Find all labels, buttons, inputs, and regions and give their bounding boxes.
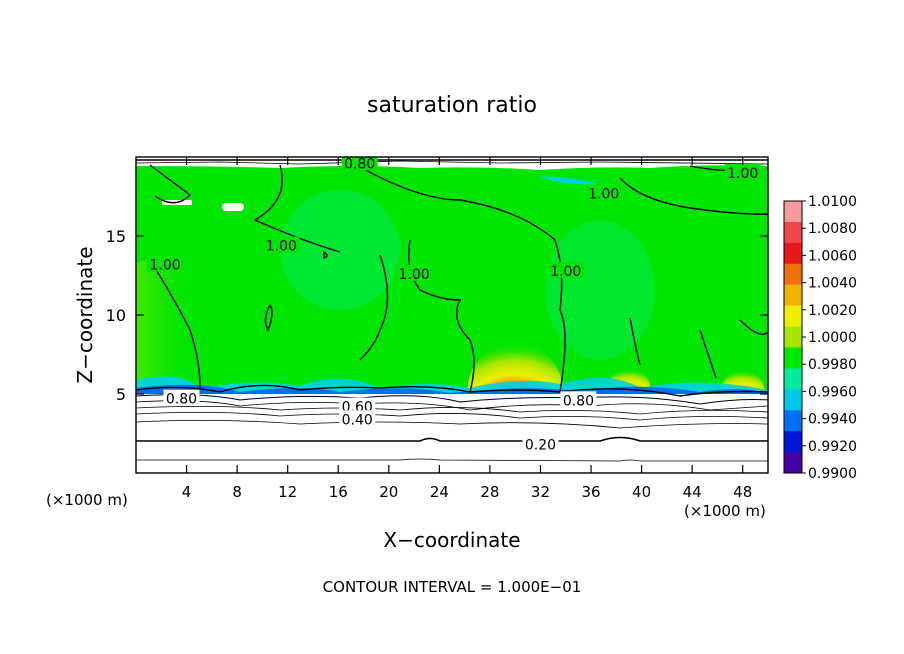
- contour-label: 0.80: [166, 392, 197, 408]
- contour-label: 1.00: [727, 166, 758, 182]
- colorbar-label: 0.9980: [808, 357, 857, 373]
- x-tick-label: 20: [379, 483, 398, 501]
- contour-label-bg: [560, 391, 597, 408]
- top-cyan-fringe: [540, 176, 600, 185]
- contour-label: 0.40: [342, 412, 373, 428]
- x-tick-label: 24: [430, 483, 449, 501]
- x-unit-left: (×1000 m): [46, 491, 128, 509]
- colorbar-label: 0.9960: [808, 384, 857, 400]
- colorbar-cell: [784, 347, 802, 369]
- y-axis: 5 10 15: [106, 227, 768, 404]
- x-axis: 4 8 12 16 20 24 28 32 36 40 44 48: [182, 157, 752, 501]
- contour-label-bg: [522, 435, 559, 452]
- contour-label-bg: [396, 264, 433, 281]
- contour-label: 0.80: [563, 393, 594, 409]
- colorbar-cell: [784, 305, 802, 328]
- colorbar-label: 1.0060: [808, 248, 857, 264]
- colorbar-label: 0.9920: [808, 439, 857, 455]
- contour-label-bg: [147, 255, 184, 272]
- x-tick-label: 28: [480, 483, 499, 501]
- colorbar-cell: [784, 326, 802, 348]
- x-tick-label: 36: [581, 483, 600, 501]
- colorbar-cell: [784, 389, 802, 411]
- colorbar-label: 1.0020: [808, 303, 857, 319]
- colorbar-cell: [784, 201, 802, 223]
- y-axis-label: Z−coordinate: [73, 246, 97, 383]
- contour-label-bg: [339, 397, 376, 414]
- stratified-contours: [136, 384, 768, 462]
- contour-label: 0.20: [525, 438, 556, 454]
- contour-label-bg: [163, 389, 200, 406]
- x-tick-label: 12: [278, 483, 297, 501]
- x-tick-label: 16: [329, 483, 348, 501]
- plot-area: 0.801.001.001.001.001.00 1.000.80 0.600.40…: [136, 156, 768, 473]
- colorbar-cell: [784, 368, 802, 390]
- x-tick-label: 44: [683, 483, 702, 501]
- x-axis-label: X−coordinate: [383, 528, 520, 552]
- contour-label: 1.00: [398, 267, 429, 283]
- contour-label-bg: [341, 157, 378, 171]
- contour-label: 1.00: [550, 264, 581, 280]
- colorbar-cell: [784, 452, 802, 474]
- colorbar-label: 0.9900: [808, 466, 857, 482]
- colorbar-label: 1.0040: [808, 276, 857, 292]
- contour-label: 1.00: [149, 257, 180, 273]
- colorbar-label: 1.0080: [808, 221, 857, 237]
- x-tick-label: 4: [182, 483, 192, 501]
- x-tick-label: 48: [733, 483, 752, 501]
- contour-lines: [136, 159, 768, 393]
- colorbar-label: 1.0100: [808, 194, 857, 210]
- colorbar-cell: [784, 263, 802, 286]
- contour-label-bg: [263, 236, 300, 253]
- y-tick-label: 5: [116, 385, 126, 404]
- x-tick-label: 32: [531, 483, 550, 501]
- colorbar: 1.0100 1.0080 1.0060 1.0040 1.0020 1.0000 0.99…: [783, 194, 857, 482]
- chart-title: saturation ratio: [367, 93, 537, 118]
- pale-green-patch: [280, 190, 400, 310]
- contour-labels: 0.801.001.001.001.001.00 1.000.80 0.600.40…: [147, 156, 761, 454]
- colorbar-label: 1.0000: [808, 330, 857, 346]
- contour-label-bg: [724, 163, 761, 180]
- colorbar-cell: [784, 284, 802, 307]
- colorbar-cell: [784, 242, 802, 265]
- contour-interval-footer: CONTOUR INTERVAL = 1.000E−01: [323, 578, 582, 596]
- colorbar-cell: [784, 410, 802, 432]
- x-tick-label: 40: [632, 483, 651, 501]
- contour-label: 1.00: [588, 186, 619, 202]
- x-tick-label: 8: [232, 483, 242, 501]
- colorbar-label: 0.9940: [808, 412, 857, 428]
- y-tick-label: 10: [106, 306, 126, 325]
- left-warm-region: [136, 260, 200, 400]
- contour-label: 1.00: [266, 238, 297, 254]
- colorbar-cell: [784, 431, 802, 453]
- contour-label-bg: [547, 261, 584, 278]
- contour-label-bg: [585, 184, 622, 201]
- y-tick-label: 15: [106, 227, 126, 246]
- top-white-blob: [222, 203, 244, 211]
- colorbar-cell: [784, 221, 802, 244]
- inversion-white: [136, 394, 768, 473]
- x-unit-right: (×1000 m): [684, 502, 766, 520]
- contour-label-bg: [339, 410, 376, 427]
- contour-label: 0.80: [344, 156, 375, 172]
- pale-green-patch-2: [545, 220, 655, 360]
